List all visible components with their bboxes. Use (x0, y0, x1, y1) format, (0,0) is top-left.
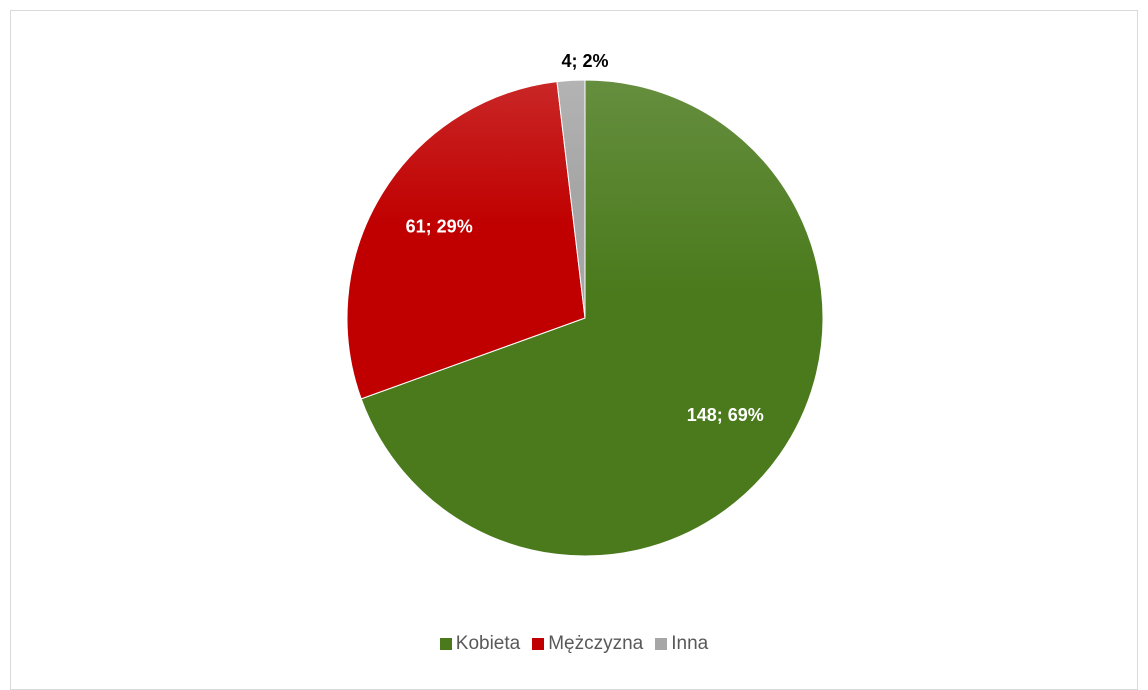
pie-slice-mężczyzna (346, 81, 586, 400)
pie-slice-inna (556, 79, 586, 319)
pie-slice-kobieta (360, 79, 824, 557)
legend-label-mezczyzna: Mężczyzna (548, 633, 644, 654)
legend-swatch-mezczyzna (532, 638, 545, 650)
legend-swatch-inna (655, 638, 668, 650)
legend-label-inna: Inna (671, 633, 709, 654)
data-label-inna: 4; 2% (561, 51, 608, 71)
legend-swatch-kobieta (439, 638, 452, 650)
legend-label-kobieta: Kobieta (455, 633, 521, 654)
legend-item-kobieta: Kobieta (439, 633, 521, 655)
data-label-mężczyzna: 61; 29% (406, 217, 473, 237)
legend-item-inna: Inna (655, 633, 708, 655)
legend: Kobieta Mężczyzna Inna (0, 633, 1148, 655)
data-label-kobieta: 148; 69% (687, 405, 764, 425)
legend-item-mezczyzna: Mężczyzna (532, 633, 643, 655)
